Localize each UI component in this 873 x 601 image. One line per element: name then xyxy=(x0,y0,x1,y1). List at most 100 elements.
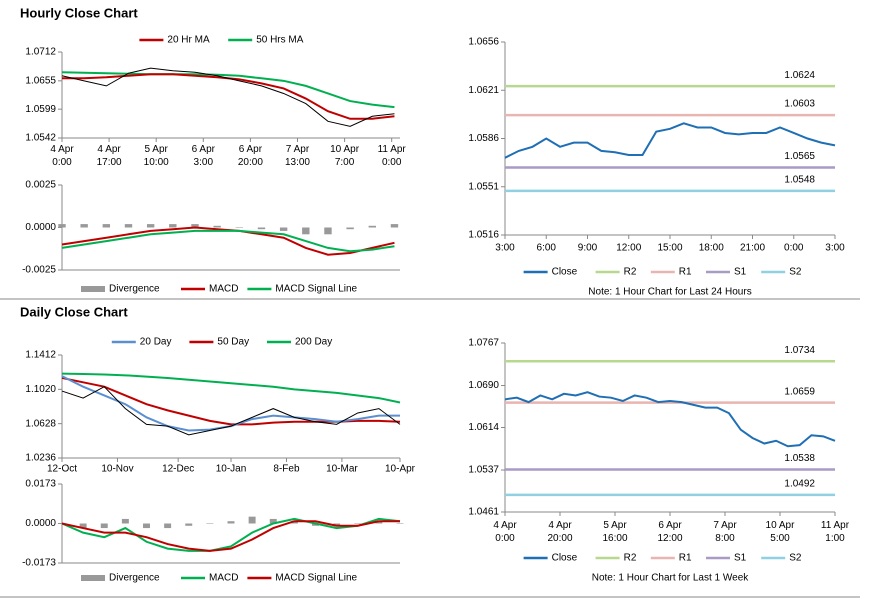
divergence-bar xyxy=(396,523,404,524)
legend-label: R1 xyxy=(679,553,692,564)
x-tick-label-line: 10:00 xyxy=(144,157,169,168)
divergence-bar xyxy=(269,518,277,524)
x-tick-label-line: 11 Apr xyxy=(378,144,407,155)
x-tick-label-line: 16:00 xyxy=(602,533,627,544)
x-tick-label: 10-Apr xyxy=(385,464,416,475)
y-tick-label: 0.0000 xyxy=(25,518,56,529)
y-tick-label: -0.0025 xyxy=(22,265,56,276)
x-tick-label: 3:00 xyxy=(825,243,845,254)
x-tick-label-line: 6 Apr xyxy=(658,520,682,531)
legend-label: S2 xyxy=(789,267,802,278)
divergence-bar xyxy=(124,224,133,228)
legend-label: R1 xyxy=(679,267,692,278)
divergence-bar xyxy=(368,225,376,228)
price-line xyxy=(61,386,401,436)
x-tick-label-line: 4 Apr xyxy=(97,144,121,155)
x-tick-label: 7 Apr 13:00 xyxy=(285,144,310,168)
y-tick-label: 1.1020 xyxy=(25,384,56,395)
x-tick-label: 4 Apr 17:00 xyxy=(97,144,122,168)
legend-label: 200 Day xyxy=(295,337,332,348)
divergence-bar xyxy=(146,224,155,228)
x-tick-label-line: 7:00 xyxy=(335,157,355,168)
legend-label: MACD xyxy=(209,573,238,584)
x-tick-label: 15:00 xyxy=(657,243,682,254)
x-tick-label-line: 12:00 xyxy=(657,533,682,544)
x-tick-label: 4 Apr 0:00 xyxy=(493,520,517,544)
x-tick-label-line: 20:00 xyxy=(238,157,263,168)
x-tick-label: 10 Apr 7:00 xyxy=(330,144,360,168)
divergence-bar xyxy=(58,224,66,228)
divergence-bar xyxy=(324,227,332,235)
divergence-bar xyxy=(279,227,288,231)
divergence-bar xyxy=(191,224,199,228)
x-tick-label-line: 4 Apr xyxy=(50,144,74,155)
x-tick-label: 6 Apr 20:00 xyxy=(238,144,263,168)
y-tick-label: 1.0767 xyxy=(468,338,499,349)
divergence-bar xyxy=(227,521,235,524)
x-tick-label: 11 Apr 0:00 xyxy=(378,144,407,168)
legend-label: Divergence xyxy=(109,573,160,584)
price-line xyxy=(61,67,395,127)
x-tick-label: 21:00 xyxy=(740,243,765,254)
chart-note: Note: 1 Hour Chart for Last 1 Week xyxy=(592,573,750,584)
level-label: 1.0624 xyxy=(784,70,815,81)
x-tick-label: 10-Mar xyxy=(326,464,358,475)
legend-label: MACD xyxy=(209,284,238,295)
chart-note: Note: 1 Hour Chart for Last 24 Hours xyxy=(588,287,751,298)
divergence-bar xyxy=(143,523,150,529)
section-title: Daily Close Chart xyxy=(20,304,128,319)
x-tick-label-line: 5 Apr xyxy=(603,520,627,531)
x-tick-label: 12-Dec xyxy=(162,464,194,475)
macd-line xyxy=(61,517,401,552)
macd-line xyxy=(61,520,400,552)
divergence-bar xyxy=(213,225,221,228)
section-title: Hourly Close Chart xyxy=(20,5,138,20)
y-tick-label: -0.0173 xyxy=(22,558,56,569)
x-tick-label-line: 5 Apr xyxy=(145,144,169,155)
y-tick-label: 1.0614 xyxy=(468,422,499,433)
x-tick-label-line: 10 Apr xyxy=(766,520,796,531)
ma-line xyxy=(61,372,401,404)
x-tick-label-line: 7 Apr xyxy=(286,144,310,155)
y-tick-label: 0.0025 xyxy=(25,180,56,191)
legend-label: MACD Signal Line xyxy=(275,284,357,295)
y-tick-label: 1.0621 xyxy=(468,85,499,96)
legend-label: Close xyxy=(552,267,578,278)
x-tick-label-line: 3:00 xyxy=(194,157,214,168)
y-tick-label: 1.0690 xyxy=(468,380,499,391)
x-tick-label: 10-Nov xyxy=(101,464,133,475)
y-tick-label: 1.0551 xyxy=(468,181,499,192)
legend-label: Divergence xyxy=(109,284,160,295)
level-label: 1.0659 xyxy=(784,386,815,397)
legend-swatch xyxy=(81,575,105,581)
close-line xyxy=(504,122,836,159)
divergence-bar xyxy=(102,224,111,228)
y-tick-label: 1.0599 xyxy=(25,104,56,115)
x-tick-label: 8-Feb xyxy=(273,464,300,475)
x-tick-label: 10 Apr 5:00 xyxy=(766,520,796,544)
x-tick-label: 11 Apr 1:00 xyxy=(821,520,850,544)
level-label: 1.0565 xyxy=(784,151,815,162)
x-tick-label-line: 8:00 xyxy=(715,533,735,544)
x-tick-label: 9:00 xyxy=(578,243,598,254)
legend-label: 50 Hrs MA xyxy=(256,35,304,46)
divergence-bar xyxy=(354,523,362,524)
close-line xyxy=(504,391,836,448)
x-tick-label: 10-Jan xyxy=(216,464,247,475)
divergence-bar xyxy=(333,523,341,526)
macd-line xyxy=(61,229,395,253)
divergence-bar xyxy=(257,227,266,230)
x-tick-label-line: 10 Apr xyxy=(330,144,360,155)
divergence-bar xyxy=(169,224,177,228)
divergence-bar xyxy=(164,523,172,529)
x-tick-label: 18:00 xyxy=(699,243,724,254)
y-tick-label: 1.0655 xyxy=(25,75,56,86)
x-tick-label-line: 4 Apr xyxy=(493,520,517,531)
legend-label: S1 xyxy=(734,267,747,278)
level-label: 1.0538 xyxy=(784,453,815,464)
x-tick-label: 6 Apr 12:00 xyxy=(657,520,682,544)
ma-line xyxy=(62,73,395,120)
divergence-bar xyxy=(235,227,244,228)
